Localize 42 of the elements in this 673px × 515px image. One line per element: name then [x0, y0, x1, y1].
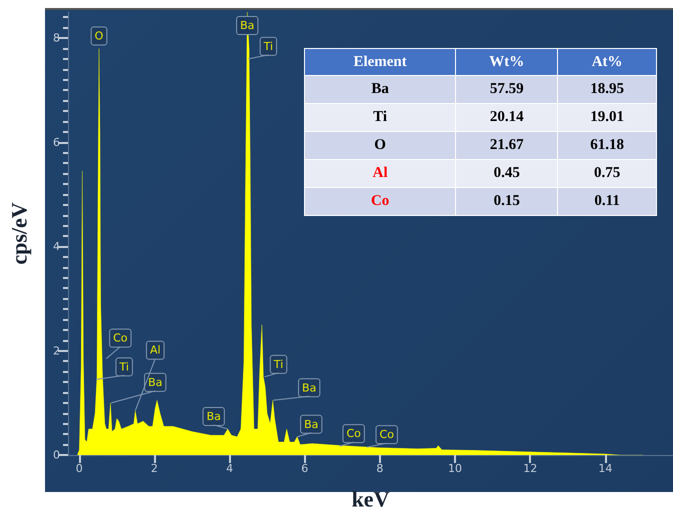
x-axis-title: keV	[352, 486, 390, 512]
x-tick-label: 12	[523, 462, 538, 475]
annotation: Ti	[118, 360, 129, 374]
annotation: 61.18	[558, 132, 656, 160]
y-axis-title: cps/eV	[6, 202, 32, 265]
annotation: Ti	[304, 104, 456, 132]
annotation: Element	[304, 48, 456, 76]
x-tick-label: 8	[376, 462, 384, 475]
x-tick-label: 14	[598, 462, 612, 475]
annotation: 0.15	[456, 188, 558, 216]
annotation: Wt%	[456, 48, 558, 76]
annotation: Co	[304, 188, 456, 216]
annotation: 0.75	[558, 160, 656, 188]
annotation: 0.11	[558, 188, 656, 216]
annotation: Co	[346, 427, 362, 440]
annotation: Ba	[304, 76, 456, 104]
y-tick-label: 2	[53, 344, 60, 358]
x-tick-label: 2	[150, 462, 158, 475]
x-tick-label: 6	[301, 462, 308, 475]
annotation: Ti	[272, 358, 284, 371]
x-tick-label: 10	[448, 462, 462, 475]
annotation: Ti	[262, 40, 274, 53]
annotation: 18.95	[558, 76, 656, 104]
annotation: At%	[558, 48, 656, 76]
annotation: 57.59	[456, 76, 558, 104]
annotation: Ba	[302, 381, 316, 394]
annotation: O	[304, 132, 456, 160]
annotation: 21.67	[456, 132, 558, 160]
annotation: Co	[380, 428, 394, 442]
annotation: Ba	[206, 410, 221, 423]
annotation: Ba	[240, 19, 254, 32]
annotation: Ba	[304, 418, 318, 431]
annotation: 20.14	[456, 104, 558, 132]
annotation: 19.01	[558, 104, 656, 132]
annotation: Co	[113, 332, 128, 345]
annotation: O	[94, 29, 104, 42]
x-tick-label: 4	[226, 462, 234, 475]
annotation: Al	[150, 344, 161, 357]
annotation: Ba	[148, 376, 162, 389]
annotation: 0.45	[456, 160, 558, 188]
annotation: Al	[304, 160, 456, 188]
x-tick-label: 0	[76, 462, 83, 475]
